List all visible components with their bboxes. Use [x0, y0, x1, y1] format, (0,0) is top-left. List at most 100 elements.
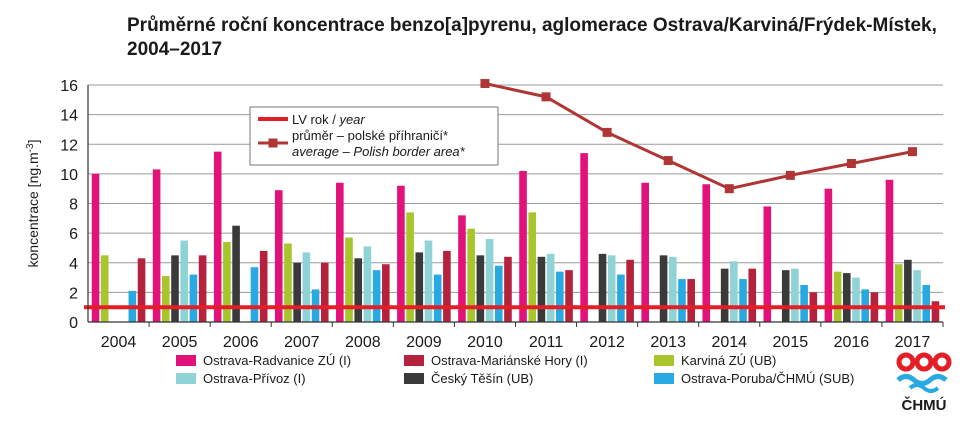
bar — [171, 255, 179, 322]
average-marker — [602, 127, 612, 137]
y-axis-label: koncentrace [ng.m-3] — [25, 140, 41, 268]
legend-swatch — [404, 373, 424, 384]
bar — [702, 184, 711, 322]
bar — [372, 270, 381, 322]
bar — [626, 259, 634, 322]
bar — [354, 258, 363, 322]
legend-swatch — [176, 373, 196, 384]
average-marker — [724, 184, 734, 194]
bar — [494, 265, 503, 322]
legend-average-label: průměr – polské příhraničí* — [292, 128, 448, 143]
bar — [382, 264, 390, 322]
average-marker — [663, 156, 673, 166]
bar — [668, 256, 677, 322]
bar — [406, 212, 414, 322]
bar — [91, 173, 100, 322]
x-tick-label: 2009 — [406, 334, 442, 351]
bar — [363, 246, 372, 322]
bar — [824, 188, 833, 322]
chart-title: Průměrné roční koncentrace benzo[a]pyren… — [127, 15, 937, 60]
x-tick-label: 2010 — [467, 334, 503, 351]
bar — [546, 253, 555, 322]
y-tick-label: 12 — [60, 137, 78, 154]
bar — [659, 255, 668, 322]
bar — [415, 252, 424, 322]
bar — [162, 276, 170, 322]
bar — [519, 170, 527, 322]
bar — [198, 255, 207, 322]
legend-swatch — [654, 373, 674, 384]
x-tick-label: 2011 — [529, 334, 564, 351]
x-tick-label: 2005 — [162, 334, 198, 351]
bar — [424, 240, 433, 322]
x-tick-label: 2017 — [895, 334, 931, 351]
bar — [720, 268, 729, 322]
legend-label: Český Těšín (UB) — [431, 371, 533, 386]
bar — [922, 284, 931, 322]
bar — [345, 237, 353, 322]
bar — [791, 268, 799, 322]
y-tick-label: 4 — [69, 256, 78, 273]
bar — [607, 255, 616, 322]
line-legend-box — [249, 106, 499, 166]
x-tick-label: 2008 — [345, 334, 381, 351]
bar — [931, 301, 940, 322]
y-tick-label: 8 — [69, 197, 78, 214]
y-tick-label: 0 — [69, 315, 78, 332]
bar — [293, 262, 301, 322]
y-tick-label: 14 — [60, 108, 78, 125]
bar — [443, 250, 451, 322]
x-tick-label: 2006 — [223, 334, 259, 351]
y-tick-label: 16 — [60, 78, 78, 95]
bar — [504, 256, 512, 322]
legend-label: Ostrava-Přívoz (I) — [203, 371, 306, 386]
bar — [284, 243, 292, 322]
bar — [485, 239, 494, 322]
bar — [565, 270, 573, 322]
axes: 0 2 4 6 8 10 12 14 16 2004 2005 2006 2007 2008 2009 201… — [25, 78, 944, 351]
bar — [152, 169, 161, 322]
bars — [91, 151, 940, 322]
bar — [476, 255, 485, 322]
x-tick-label: 2007 — [284, 334, 320, 351]
average-line — [484, 82, 913, 191]
bar — [232, 225, 240, 322]
legend-label: Ostrava-Radvanice ZÚ (I) — [203, 353, 351, 368]
average-marker — [907, 147, 917, 157]
average-marker — [541, 92, 551, 102]
bar — [913, 270, 921, 322]
bar — [397, 185, 405, 322]
x-tick-label: 2016 — [834, 334, 870, 351]
bar — [467, 228, 475, 322]
average-marker — [846, 159, 856, 169]
bar — [223, 242, 231, 322]
average-marker — [480, 79, 490, 89]
bar — [433, 274, 442, 322]
bar — [748, 268, 757, 322]
x-tick-label: 2015 — [773, 334, 809, 351]
legend-label: Karviná ZÚ (UB) — [681, 353, 776, 368]
bar — [763, 206, 772, 322]
legend-label: Ostrava-Mariánské Hory (I) — [431, 353, 588, 368]
bar — [800, 284, 808, 322]
y-tick-label: 10 — [60, 167, 78, 184]
bar — [528, 212, 537, 322]
bar — [730, 261, 738, 322]
polish-border-average-line — [480, 79, 917, 194]
bar — [833, 271, 842, 322]
y-tick-label: 6 — [69, 226, 78, 243]
bar — [852, 277, 860, 322]
logo-text: ČHMÚ — [902, 396, 947, 414]
bar — [580, 153, 588, 322]
x-tick-label: 2004 — [101, 334, 137, 351]
x-tick-label: 2014 — [711, 334, 747, 351]
legend-average-marker — [268, 138, 278, 148]
bar — [537, 256, 546, 322]
x-tick-label: 2013 — [650, 334, 686, 351]
bar — [894, 264, 903, 322]
bar — [842, 273, 851, 322]
bar — [885, 179, 894, 322]
bar — [320, 262, 329, 322]
